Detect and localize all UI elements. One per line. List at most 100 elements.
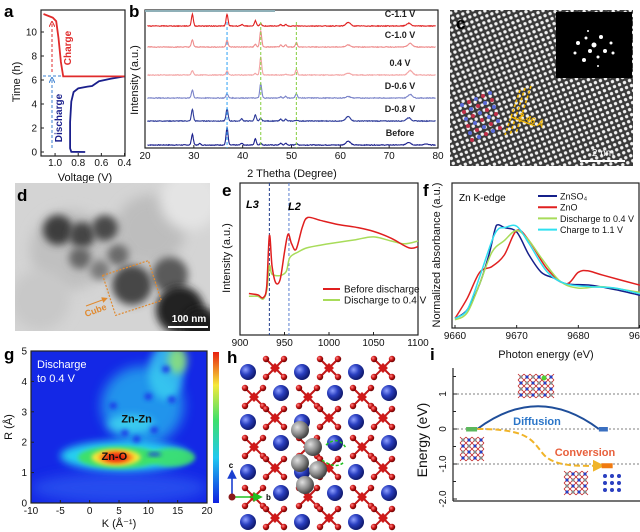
lattice-fringe-line	[509, 87, 526, 136]
conversion-product-structure	[563, 470, 589, 496]
o-atom	[367, 384, 375, 392]
o-atom	[370, 505, 378, 513]
intensity-region	[132, 435, 141, 443]
scale-bar-label: 2 nm	[592, 148, 614, 159]
trace-label: C-1.0 V	[385, 30, 416, 40]
cube-arrow	[85, 297, 108, 307]
y-tick-label: 2	[21, 438, 27, 449]
o-atom	[334, 355, 342, 363]
x-tick-label: 0.8	[71, 158, 85, 169]
atom-overlay	[470, 138, 474, 142]
series-line	[454, 224, 640, 320]
legend-label: Charge to 1.1 V	[560, 225, 623, 235]
zn-atom	[381, 385, 397, 401]
product-ion	[610, 481, 614, 485]
hrtem-image	[450, 10, 633, 166]
y-tick-label: 0	[438, 426, 449, 432]
y-tick-label: 1	[21, 468, 27, 479]
y-axis-label: Energy (eV)	[414, 403, 430, 478]
panel-label-h: h	[227, 348, 237, 367]
xrd-trace	[146, 107, 436, 123]
trace-label: 0.4 V	[389, 58, 410, 68]
atom-overlay	[484, 132, 488, 136]
panel-c-hrtem-image: 2.46 Å2 nm	[450, 10, 633, 166]
particle	[90, 260, 110, 280]
diffraction-spot	[609, 41, 613, 45]
o-atom	[370, 373, 378, 381]
chart-title: Zn K-edge	[459, 193, 506, 204]
x-tick-label: 10	[143, 506, 155, 517]
polyhedron-center	[270, 463, 280, 473]
atom-overlay	[489, 122, 493, 126]
x-tick-label: -5	[56, 506, 65, 517]
trace-label: D-0.8 V	[385, 104, 416, 114]
atom-overlay	[498, 126, 502, 130]
grey-atom	[296, 476, 314, 494]
atom-overlay	[483, 101, 487, 105]
x-axis-label: Voltage (V)	[58, 172, 112, 184]
atom-overlay	[471, 114, 475, 118]
o-atom	[370, 405, 378, 413]
o-atom	[241, 484, 249, 492]
product-ion	[617, 481, 621, 485]
polyhedron-center	[378, 363, 388, 373]
x-tick-label: 1.0	[48, 158, 62, 169]
intensity-region	[104, 453, 128, 462]
atom-overlay	[482, 125, 486, 129]
product-ion	[603, 488, 607, 492]
series-charge	[43, 13, 125, 78]
o-atom	[370, 423, 378, 431]
c-axis-label: c	[229, 461, 234, 470]
atom-overlay	[485, 108, 489, 112]
o-atom	[280, 455, 288, 463]
x-tick-label: 1050	[362, 338, 385, 349]
product-ion	[603, 474, 607, 478]
x-tick-label: 70	[384, 151, 396, 162]
lattice-fringe-line	[515, 85, 532, 134]
atom-overlay	[467, 100, 471, 104]
x-tick-label: 1100	[407, 338, 429, 349]
x-tick-label: -10	[24, 506, 39, 517]
panel-f-xanes: 9660 9670 9680 9690 Normalized absorbance (a…	[431, 182, 640, 361]
atom-overlay	[462, 110, 466, 114]
x-tick-label: 9680	[567, 331, 590, 342]
lattice-fringe-line	[504, 89, 521, 136]
xrd-trace	[147, 81, 436, 100]
o-atom	[334, 523, 342, 531]
diffraction-spot	[582, 58, 586, 62]
polyhedron-center	[324, 413, 334, 423]
y-tick-label: 8	[31, 52, 37, 63]
atom-overlay	[496, 119, 500, 123]
intensity-region	[31, 472, 207, 503]
x-tick-label: 50	[286, 151, 298, 162]
atom-overlay	[490, 98, 494, 102]
intensity-region	[148, 448, 196, 467]
xrd-trace	[147, 30, 436, 49]
o-atom	[388, 505, 396, 513]
b-axis-label: b	[266, 493, 271, 502]
atom-overlay	[469, 107, 473, 111]
polyhedron-center	[270, 363, 280, 373]
diffraction-spot	[599, 35, 603, 39]
panel-label-a: a	[4, 2, 14, 21]
legend-label: ZnO	[560, 203, 578, 213]
panel-label-f: f	[423, 181, 429, 200]
particle	[182, 307, 210, 331]
y-axis-label: Intensity (a.u.)	[221, 223, 233, 293]
zn-atom	[273, 485, 289, 501]
o-atom	[388, 523, 396, 531]
product-ion	[610, 488, 614, 492]
particle	[92, 215, 118, 241]
o-atom	[388, 423, 396, 431]
zn-atom	[273, 385, 289, 401]
o-atom	[280, 423, 288, 431]
zn-atom	[294, 364, 310, 380]
diffraction-spot	[588, 49, 592, 53]
y-tick-label: -1.0	[438, 455, 449, 473]
series-discharge	[69, 75, 125, 153]
o-atom	[334, 405, 342, 413]
panel-label-g: g	[4, 345, 14, 364]
o-atom	[334, 423, 342, 431]
zn-atom	[240, 464, 256, 480]
atom-overlay	[466, 124, 470, 128]
